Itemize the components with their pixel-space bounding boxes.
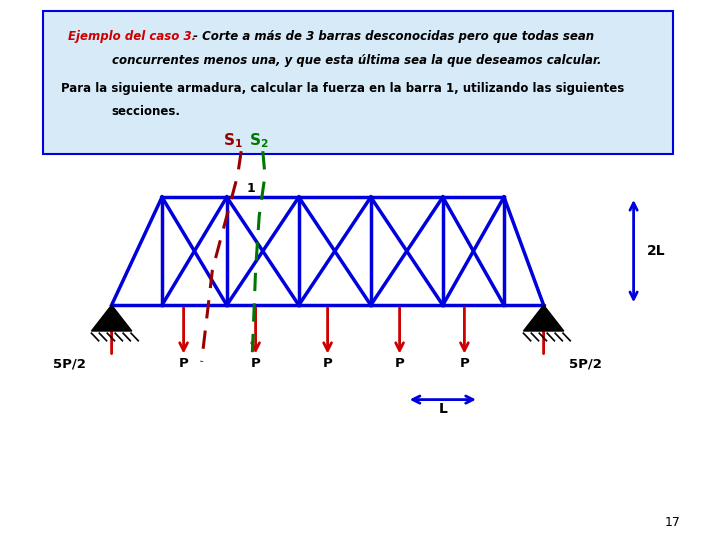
Text: L: L	[438, 402, 447, 416]
Text: P: P	[251, 357, 261, 370]
Text: $\mathbf{S_1}$: $\mathbf{S_1}$	[222, 132, 243, 151]
Text: 17: 17	[665, 516, 680, 530]
Text: 1: 1	[246, 181, 255, 195]
Text: P: P	[459, 357, 469, 370]
Text: 5P/2: 5P/2	[569, 357, 602, 370]
Text: Para la siguiente armadura, calcular la fuerza en la barra 1, utilizando las sig: Para la siguiente armadura, calcular la …	[61, 82, 624, 95]
Text: - Corte a más de 3 barras desconocidas pero que todas sean: - Corte a más de 3 barras desconocidas p…	[189, 30, 595, 43]
Text: 5P/2: 5P/2	[53, 357, 86, 370]
Text: P: P	[179, 357, 189, 370]
Text: concurrentes menos una, y que esta última sea la que deseamos calcular.: concurrentes menos una, y que esta últim…	[112, 54, 601, 67]
Polygon shape	[91, 305, 132, 331]
Text: 2L: 2L	[647, 244, 665, 258]
Text: $\mathbf{S_2}$: $\mathbf{S_2}$	[249, 132, 269, 151]
Text: Ejemplo del caso 3.: Ejemplo del caso 3.	[68, 30, 197, 43]
Text: secciones.: secciones.	[112, 105, 181, 118]
Polygon shape	[523, 305, 564, 331]
FancyBboxPatch shape	[43, 11, 673, 154]
Text: P: P	[395, 357, 405, 370]
Text: P: P	[323, 357, 333, 370]
